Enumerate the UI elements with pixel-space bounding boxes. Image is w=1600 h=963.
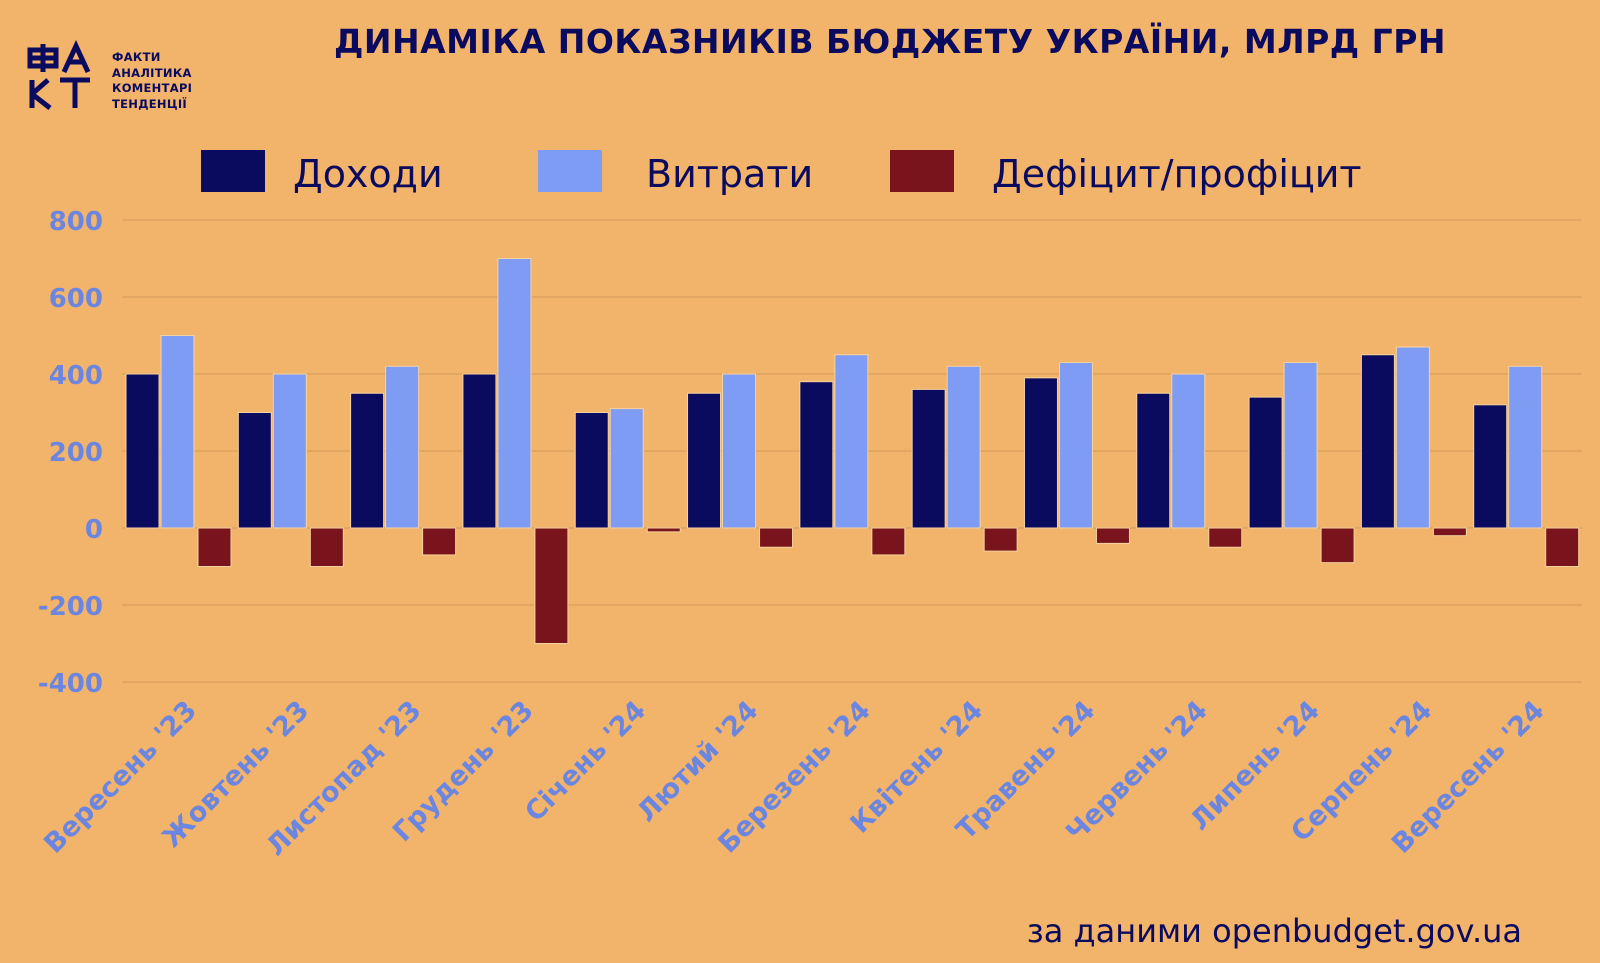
logo-line: ТЕНДЕНЦІЇ [112, 96, 187, 111]
bar-balance [422, 527, 457, 556]
source-note: за даними openbudget.gov.ua [1026, 912, 1522, 950]
y-tick-label: 400 [49, 361, 103, 391]
legend-swatch-balance [890, 150, 954, 192]
bar-balance [983, 527, 1018, 552]
bar-balance [1432, 527, 1467, 537]
y-tick-label: 0 [85, 515, 103, 545]
bar-expenses [160, 335, 195, 529]
bar-revenue [574, 412, 609, 529]
logo-line: КОМЕНТАРІ [112, 81, 193, 95]
bar-revenue [350, 392, 385, 529]
y-tick-label: 600 [49, 284, 103, 314]
bar-revenue [125, 373, 160, 529]
bar-revenue [1360, 354, 1395, 529]
bar-revenue [1248, 396, 1283, 529]
y-tick-label: -200 [38, 592, 103, 622]
y-tick-label: 200 [49, 438, 103, 468]
bar-expenses [1508, 365, 1543, 529]
legend-label-revenue: Доходи [293, 152, 443, 196]
bar-revenue [799, 381, 834, 529]
bar-expenses [1171, 373, 1206, 529]
bar-expenses [1058, 361, 1093, 529]
bar-balance [197, 527, 232, 567]
logo: ФАКТИ АНАЛІТИКА КОМЕНТАРІ ТЕНДЕНЦІЇ [26, 40, 216, 116]
y-tick-label: 800 [49, 207, 103, 237]
legend-label-balance: Дефіцит/профіцит [992, 152, 1362, 196]
bar-revenue [687, 392, 722, 529]
bar-expenses [946, 365, 981, 529]
bar-expenses [1395, 346, 1430, 529]
bar-revenue [1023, 377, 1058, 529]
bar-balance [1320, 527, 1355, 564]
legend-label-expenses: Витрати [646, 152, 814, 196]
bar-balance [1545, 527, 1580, 567]
legend-swatch-revenue [201, 150, 265, 192]
bar-expenses [609, 408, 644, 529]
chart-title: ДИНАМІКА ПОКАЗНИКІВ БЮДЖЕТУ УКРАЇНИ, МЛР… [333, 22, 1447, 61]
bar-expenses [722, 373, 757, 529]
logo-mark [27, 40, 91, 110]
bar-revenue [1473, 404, 1508, 529]
bar-expenses [385, 365, 420, 529]
logo-line: АНАЛІТИКА [112, 65, 192, 80]
bar-revenue [911, 388, 946, 529]
bar-revenue [462, 373, 497, 529]
bar-revenue [1136, 392, 1171, 529]
logo-text: ФАКТИ АНАЛІТИКА КОМЕНТАРІ ТЕНДЕНЦІЇ [112, 50, 192, 112]
y-tick-label: -400 [38, 669, 103, 699]
bar-balance [534, 527, 569, 644]
bar-balance [759, 527, 794, 548]
bar-balance [871, 527, 906, 556]
legend-swatch-expenses [538, 150, 602, 192]
bar-balance [1095, 527, 1130, 544]
bar-revenue [237, 412, 272, 529]
bar-balance [1208, 527, 1243, 548]
bar-balance [309, 527, 344, 567]
bar-balance [646, 527, 681, 533]
bar-expenses [1283, 361, 1318, 529]
logo-line: ФАКТИ [112, 50, 161, 64]
bar-expenses [272, 373, 307, 529]
bar-expenses [497, 258, 532, 529]
bar-expenses [834, 354, 869, 529]
